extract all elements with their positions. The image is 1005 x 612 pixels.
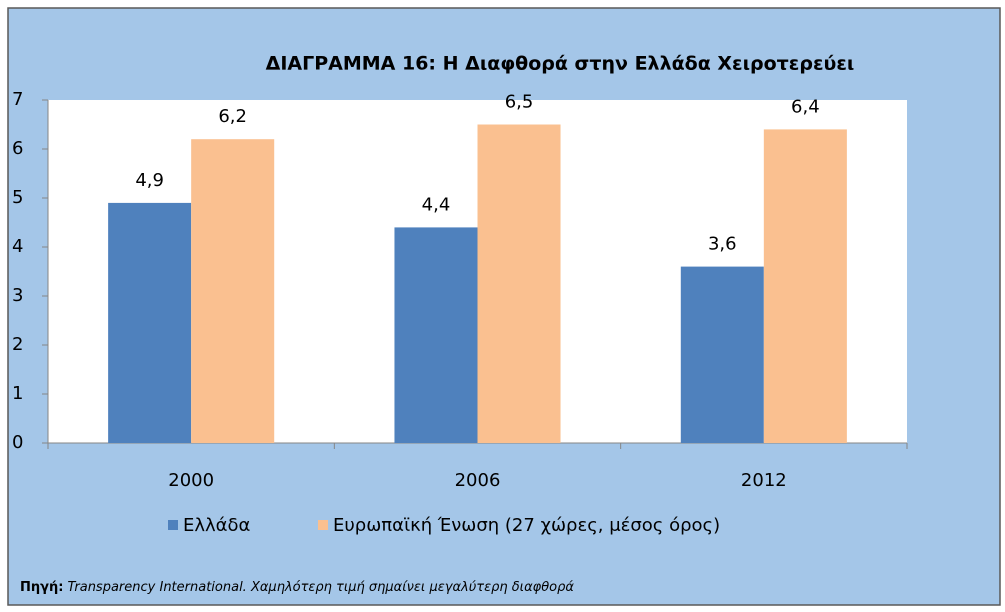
legend-swatch [318, 520, 328, 530]
value-label: 4,9 [135, 170, 164, 191]
bar [680, 266, 764, 443]
bar [763, 129, 847, 443]
source-text: Transparency International. Χαμηλότερη τ… [67, 580, 574, 595]
legend-label: Ευρωπαϊκή Ένωση (27 χώρες, μέσος όρος) [333, 515, 720, 536]
bar [477, 124, 561, 443]
y-tick-label: 7 [12, 89, 23, 110]
bar [394, 227, 478, 443]
legend-label: Ελλάδα [183, 515, 250, 536]
value-label: 6,4 [791, 96, 820, 117]
y-tick-label: 5 [12, 187, 23, 208]
x-tick-label: 2006 [455, 470, 501, 491]
y-tick-label: 2 [12, 334, 23, 355]
y-tick-label: 0 [12, 432, 23, 453]
value-label: 6,5 [505, 92, 534, 113]
x-tick-label: 2012 [741, 470, 787, 491]
y-tick-label: 6 [12, 138, 23, 159]
x-tick-label: 2000 [168, 470, 214, 491]
legend-swatch [168, 520, 178, 530]
chart-title: ΔΙΑΓΡΑΜΜΑ 16: Η Διαφθορά στην Ελλάδα Χει… [266, 53, 855, 75]
y-tick-label: 1 [12, 383, 23, 404]
y-tick-label: 3 [12, 285, 23, 306]
value-label: 6,2 [218, 106, 247, 127]
value-label: 3,6 [708, 234, 737, 255]
bar [191, 139, 275, 443]
source: Πηγή: Transparency International. Χαμηλότ… [20, 580, 574, 595]
y-tick-label: 4 [12, 236, 23, 257]
source-label: Πηγή: [20, 580, 63, 595]
value-label: 4,4 [422, 194, 451, 215]
bar [108, 202, 192, 443]
